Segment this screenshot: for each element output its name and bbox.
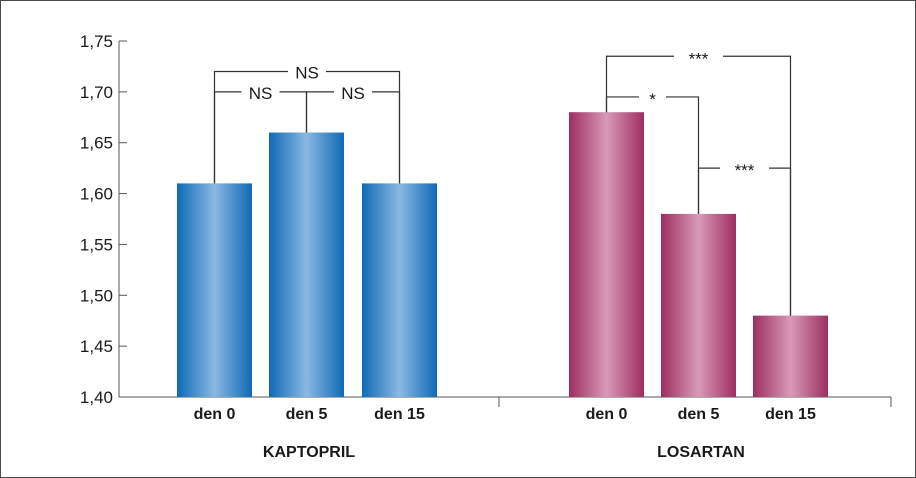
x-category-label: den 5 xyxy=(286,406,328,423)
significance-label: *** xyxy=(689,49,709,68)
bar-losartan-0 xyxy=(569,112,644,397)
y-tick-label: 1,60 xyxy=(80,185,113,204)
bar-kaptopril-0 xyxy=(177,183,252,397)
significance-label: NS xyxy=(341,84,365,103)
bar-kaptopril-1 xyxy=(269,133,344,397)
y-tick-label: 1,40 xyxy=(80,388,113,407)
group-label: LOSARTAN xyxy=(657,444,745,461)
group-label: KAPTOPRIL xyxy=(263,444,355,461)
significance-label: *** xyxy=(735,161,755,180)
y-tick-label: 1,75 xyxy=(80,32,113,51)
significance-label: NS xyxy=(295,64,319,83)
bars xyxy=(177,112,828,397)
y-tick-label: 1,55 xyxy=(80,235,113,254)
x-category-label: den 0 xyxy=(586,406,628,423)
bar-kaptopril-2 xyxy=(362,183,437,397)
significance-label: * xyxy=(649,90,656,109)
x-category-label: den 5 xyxy=(678,406,720,423)
bar-losartan-2 xyxy=(753,316,828,397)
y-tick-label: 1,50 xyxy=(80,286,113,305)
x-category-label: den 0 xyxy=(194,406,236,423)
x-category-label: den 15 xyxy=(765,406,816,423)
y-tick-label: 1,45 xyxy=(80,337,113,356)
x-category-label: den 15 xyxy=(374,406,425,423)
significance-label: NS xyxy=(249,84,273,103)
y-tick-label: 1,70 xyxy=(80,83,113,102)
y-tick-label: 1,65 xyxy=(80,134,113,153)
bar-losartan-1 xyxy=(661,214,736,397)
